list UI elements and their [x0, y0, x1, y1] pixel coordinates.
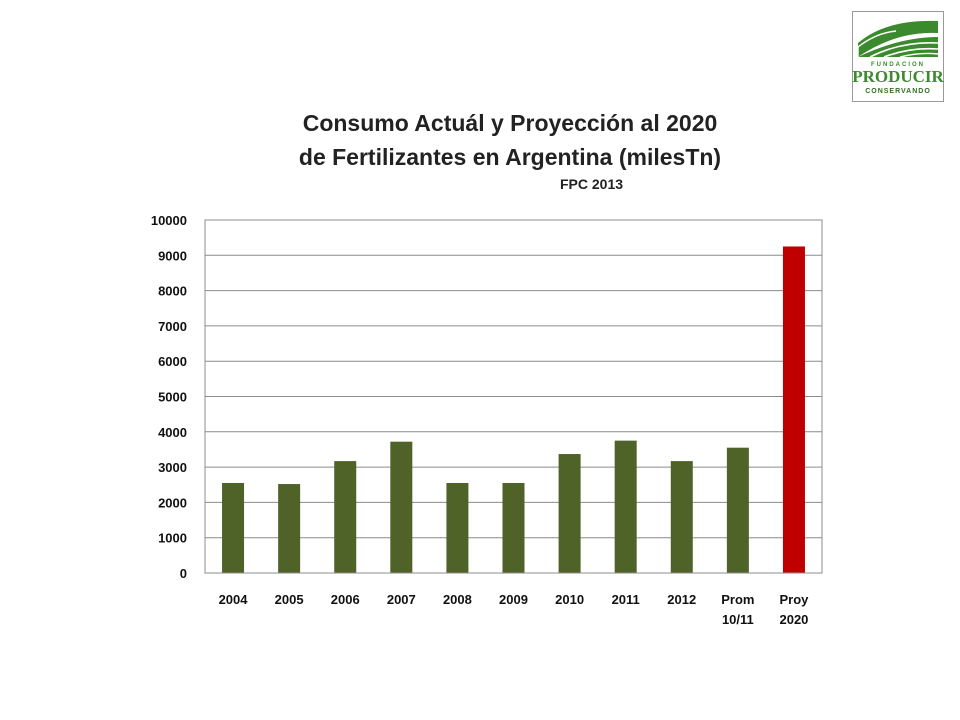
- y-tick-label: 6000: [158, 354, 187, 369]
- y-tick-label: 2000: [158, 495, 187, 510]
- x-tick-label: 2012: [667, 592, 696, 607]
- logo-top-text: FUNDACION: [871, 62, 925, 68]
- x-tick-label: 2008: [443, 592, 472, 607]
- bar-2007: [390, 441, 413, 573]
- bars: [222, 246, 805, 573]
- chart-title: Consumo Actuál y Proyección al 2020 de F…: [180, 106, 840, 174]
- plot-area-frame: [204, 219, 823, 574]
- x-tick-label: 2004: [219, 592, 249, 607]
- bar-2011: [614, 440, 637, 573]
- chart-title-line-2: de Fertilizantes en Argentina (milesTn): [298, 144, 722, 170]
- y-tick-label: 10000: [151, 213, 187, 228]
- y-tick-label: 5000: [158, 390, 187, 405]
- x-tick-label: 2010: [555, 592, 584, 607]
- bar-proy-2020: [782, 246, 805, 573]
- y-tick-label: 4000: [158, 425, 187, 440]
- x-tick-label: 2005: [275, 592, 304, 607]
- x-tick-label: 2011: [612, 592, 640, 607]
- y-tick-label: 3000: [158, 460, 187, 475]
- fundacion-producir-conservando-logo: FUNDACION PRODUCIR CONSERVANDO: [852, 11, 944, 102]
- bar-2005: [278, 484, 301, 573]
- y-tick-label: 0: [180, 566, 187, 581]
- bar-2012: [670, 461, 693, 573]
- x-tick-label: Proy 2020: [779, 592, 809, 627]
- x-tick-label: 2006: [331, 592, 360, 607]
- bar-2009: [502, 482, 525, 573]
- chart-subtitle: FPC 2013: [560, 176, 624, 192]
- x-tick-label: 2007: [387, 592, 416, 607]
- bar-2008: [446, 482, 469, 573]
- x-tick-label: Prom 10/11: [721, 592, 754, 627]
- logo-bottom-text: CONSERVANDO: [865, 88, 931, 95]
- bar-2004: [222, 482, 245, 573]
- logo-main-text: PRODUCIR: [852, 67, 944, 86]
- chart-title-line-1: Consumo Actuál y Proyección al 2020: [302, 110, 718, 136]
- y-tick-label: 7000: [158, 319, 187, 334]
- y-tick-label: 1000: [158, 531, 187, 546]
- y-axis-tick-labels: 0 1000 2000 3000 4000 5000 6000 7000 8000 9000 100…: [151, 213, 187, 581]
- x-tick-label: 2009: [499, 592, 528, 607]
- bar-2010: [558, 454, 581, 573]
- y-tick-label: 8000: [158, 284, 187, 299]
- x-axis-tick-labels: 2004 2005 2006 2007 2008 2009 2010 2011 2012 Prom…: [219, 592, 810, 627]
- logo-field-graphic: [857, 20, 939, 58]
- y-tick-label: 9000: [158, 248, 187, 263]
- bar-2006: [334, 461, 357, 573]
- bar-prom-10-11: [726, 447, 749, 573]
